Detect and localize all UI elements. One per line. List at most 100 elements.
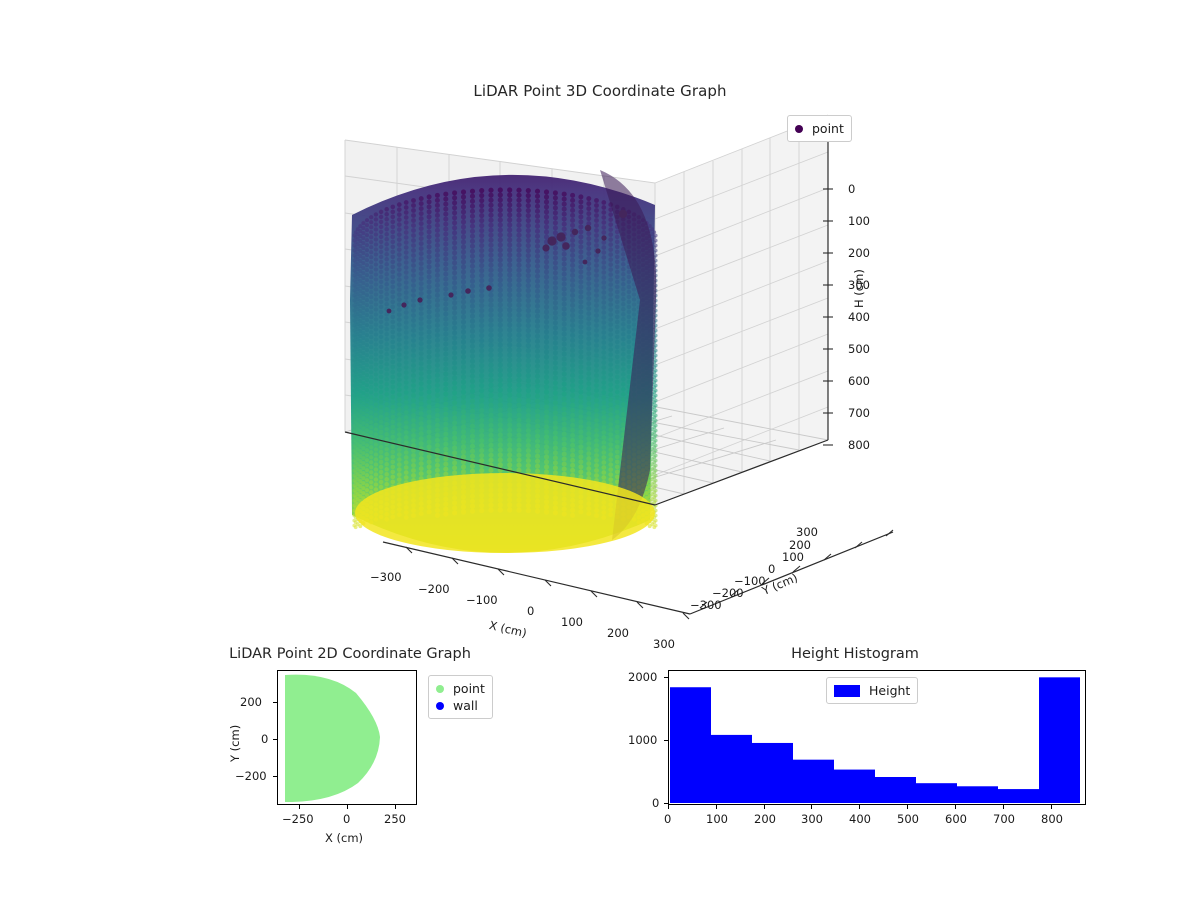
lidar-2d-scatter-canvas: [285, 674, 380, 802]
x-tickmark-250: [395, 805, 396, 809]
z-tick-100: 100: [848, 214, 870, 228]
x-tick-label-250: 250: [384, 812, 406, 826]
panel-3d-title: LiDAR Point 3D Coordinate Graph: [473, 82, 727, 100]
x-tick-100: 100: [561, 615, 583, 629]
wall-marker-icon: [436, 701, 444, 710]
point-marker-icon: [795, 124, 803, 133]
legend-3d[interactable]: point: [787, 115, 852, 142]
hist-y-tick-label-1000: 1000: [628, 733, 658, 747]
y-tick-label-neg200: −200: [235, 769, 267, 783]
height-swatch-icon: [834, 684, 860, 697]
scan-columns: [352, 187, 658, 530]
y-tickmark-neg200: [273, 776, 277, 777]
hist-x-tickmark-800: [1051, 805, 1052, 809]
histogram-bar: [916, 783, 957, 803]
hist-x-tick-label-800: 800: [1041, 812, 1063, 826]
hist-x-tickmark-300: [811, 805, 812, 809]
histogram-bar: [957, 786, 998, 803]
hist-y-tickmark-2000: [664, 677, 668, 678]
y-tickmark-0: [273, 739, 277, 740]
legend-2d[interactable]: point wall: [428, 675, 493, 719]
hist-x-tick-label-500: 500: [897, 812, 919, 826]
y-tick-200: 200: [789, 538, 811, 552]
x-tick-neg100: −100: [466, 593, 498, 607]
x-axis-spine-3d: [382, 541, 691, 615]
z-tick-500: 500: [848, 342, 870, 356]
histogram-bar: [793, 759, 834, 803]
hist-x-tickmark-400: [859, 805, 860, 809]
hist-x-tickmark-700: [1003, 805, 1004, 809]
hist-x-tick-label-600: 600: [945, 812, 967, 826]
histogram-bars: [670, 677, 1080, 803]
hist-x-tickmark-500: [907, 805, 908, 809]
point-cloud-3d: [350, 170, 658, 553]
y-axis-spine-3d: [689, 531, 894, 615]
hist-x-tick-label-100: 100: [706, 812, 728, 826]
z-tick-300: 300: [848, 278, 870, 292]
hist-y-tick-label-2000: 2000: [628, 670, 658, 684]
stray-ceiling-points: [386, 209, 628, 314]
x-tick-300: 300: [653, 637, 675, 651]
hist-x-tick-label-0: 0: [664, 812, 672, 826]
lidar-2d-axes[interactable]: [277, 670, 417, 805]
x-tickmark-0: [347, 805, 348, 809]
legend-histogram[interactable]: Height: [826, 677, 919, 704]
legend-2d-label-point: point: [453, 681, 485, 696]
hist-x-tick-label-400: 400: [849, 812, 871, 826]
hist-x-tick-label-200: 200: [754, 812, 776, 826]
z-tick-200: 200: [848, 246, 870, 260]
histogram-bar: [998, 789, 1039, 803]
y-tickmark-200: [273, 702, 277, 703]
height-histogram-canvas: [670, 677, 1080, 803]
hist-y-tickmark-0: [664, 803, 668, 804]
histogram-bar: [670, 687, 711, 803]
hist-x-tickmark-600: [955, 805, 956, 809]
y-tick-neg100: −100: [734, 574, 766, 588]
panel-hist-title: Height Histogram: [791, 646, 919, 662]
y-tick-100: 100: [782, 550, 804, 564]
histogram-bar: [834, 769, 875, 803]
axes-spines-3d: [344, 115, 829, 506]
hist-x-tickmark-200: [764, 805, 765, 809]
y-tick-300: 300: [796, 525, 818, 539]
axes-pane-back-right: [655, 115, 828, 505]
hist-x-tick-label-700: 700: [993, 812, 1015, 826]
y-tick-label-0: 0: [261, 732, 269, 746]
histogram-bar: [1039, 677, 1080, 803]
hist-y-tickmark-1000: [664, 740, 668, 741]
x-tick-200: 200: [607, 626, 629, 640]
z-axis-ticks-3d: [823, 188, 833, 446]
histogram-bar: [752, 742, 793, 803]
x-tick-label-neg250: −250: [282, 812, 314, 826]
legend-2d-label-wall: wall: [453, 698, 478, 713]
panel-2d-title: LiDAR Point 2D Coordinate Graph: [229, 646, 471, 662]
panel-2d-y-axis-label: Y (cm): [228, 724, 242, 762]
hist-y-tick-label-0: 0: [652, 796, 660, 810]
cylinder-near-flank: [600, 170, 657, 540]
lidar-3d-axes: [344, 114, 894, 620]
z-tick-700: 700: [848, 406, 870, 420]
y-tick-neg200: −200: [712, 586, 744, 600]
x-tick-neg200: −200: [418, 582, 450, 596]
point-cloud-2d: [285, 674, 380, 802]
panel-2d-x-axis-label: X (cm): [325, 831, 364, 845]
hist-x-tickmark-100: [716, 805, 717, 809]
y-tick-neg300: −300: [690, 598, 722, 612]
legend-2d-entry-wall: wall: [436, 697, 485, 714]
z-tick-0: 0: [848, 182, 856, 196]
x-tick-neg300: −300: [370, 570, 402, 584]
legend-hist-entry-height: Height: [834, 682, 910, 699]
z-tick-400: 400: [848, 310, 870, 324]
legend-hist-label-height: Height: [869, 683, 911, 698]
legend-3d-label-point: point: [812, 121, 844, 136]
x-tickmark-neg250: [299, 805, 300, 809]
y-tick-label-200: 200: [240, 695, 262, 709]
x-tick-0: 0: [527, 604, 535, 618]
floor-cap: [355, 473, 655, 553]
z-axis-label: H (cm): [852, 269, 866, 308]
hist-x-tick-label-300: 300: [801, 812, 823, 826]
z-tick-800: 800: [848, 438, 870, 452]
z-tick-600: 600: [848, 374, 870, 388]
x-tick-label-0: 0: [343, 812, 351, 826]
